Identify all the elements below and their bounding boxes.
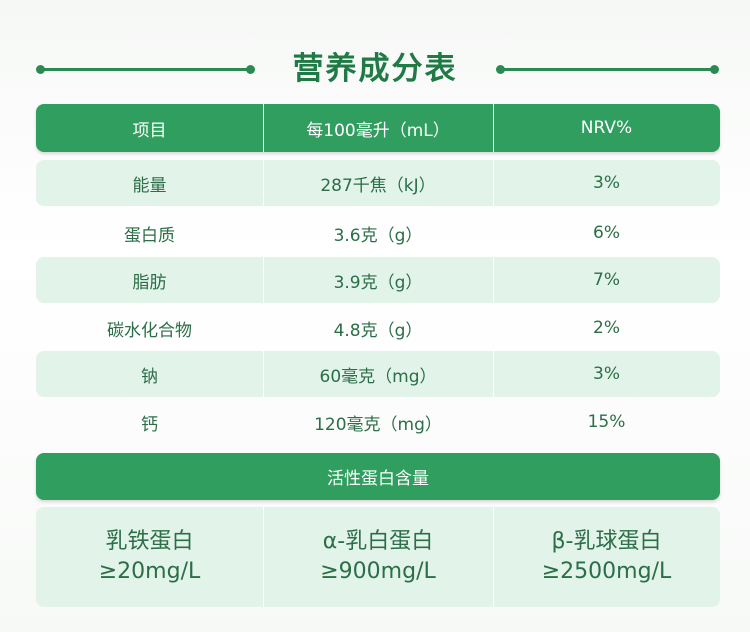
- header-separator: [493, 104, 494, 152]
- table-cell: 3.6克（g）: [333, 225, 423, 246]
- title: 营养成分表: [292, 51, 458, 87]
- protein-amount: ≥900mg/L: [320, 559, 436, 584]
- title-rule: [40, 68, 250, 71]
- header-cell: 每100毫升（mL）: [306, 120, 450, 141]
- row-band: [36, 257, 720, 303]
- header-bar: [36, 104, 720, 152]
- row-separator: [263, 351, 264, 397]
- protein-cell: 乳铁蛋白 ≥20mg/L: [36, 507, 263, 607]
- protein-amount: ≥20mg/L: [98, 559, 201, 584]
- table-cell: 脂肪: [132, 272, 167, 293]
- header-separator: [263, 104, 264, 152]
- protein-name: α-乳白蛋白: [322, 529, 434, 554]
- protein-cell: α-乳白蛋白 ≥900mg/L: [263, 507, 493, 607]
- protein-name: β-乳球蛋白: [551, 529, 662, 554]
- protein-amount: ≥2500mg/L: [541, 559, 672, 584]
- table-cell: 蛋白质: [124, 225, 175, 246]
- table-cell: 2%: [593, 318, 620, 338]
- row-band: [36, 351, 720, 397]
- section-bar: [36, 453, 720, 500]
- title-dot: [496, 65, 505, 74]
- table-cell: 6%: [593, 223, 620, 243]
- row-separator: [493, 351, 494, 397]
- table-cell: 能量: [132, 175, 167, 196]
- table-cell: 287千焦（kJ）: [320, 175, 436, 196]
- protein-band: [36, 507, 720, 607]
- row-separator: [493, 257, 494, 303]
- row-band: [36, 160, 720, 206]
- table-cell: 3.9克（g）: [333, 272, 423, 293]
- protein-cell: β-乳球蛋白 ≥2500mg/L: [493, 507, 720, 607]
- table-cell: 15%: [587, 412, 626, 432]
- table-cell: 7%: [593, 270, 620, 290]
- header-cell: 项目: [132, 120, 167, 141]
- table-cell: 3%: [593, 173, 620, 193]
- row-separator: [263, 160, 264, 206]
- row-separator: [263, 257, 264, 303]
- table-cell: 120毫克（mg）: [314, 414, 442, 435]
- table-cell: 钙: [141, 414, 158, 435]
- table-cell: 3%: [593, 364, 620, 384]
- table-cell: 碳水化合物: [107, 320, 192, 341]
- protein-separator: [493, 507, 494, 607]
- table-cell: 钠: [141, 366, 158, 387]
- row-separator: [493, 160, 494, 206]
- table-cell: 60毫克（mg）: [319, 366, 437, 387]
- protein-name: 乳铁蛋白: [105, 529, 194, 554]
- title-dot: [710, 65, 719, 74]
- section-title: 活性蛋白含量: [327, 469, 429, 489]
- title-dot: [246, 65, 255, 74]
- header-cell: NRV%: [580, 118, 633, 138]
- title-dot: [36, 65, 45, 74]
- table-cell: 4.8克（g）: [333, 320, 423, 341]
- title-rule: [500, 68, 714, 71]
- protein-separator: [263, 507, 264, 607]
